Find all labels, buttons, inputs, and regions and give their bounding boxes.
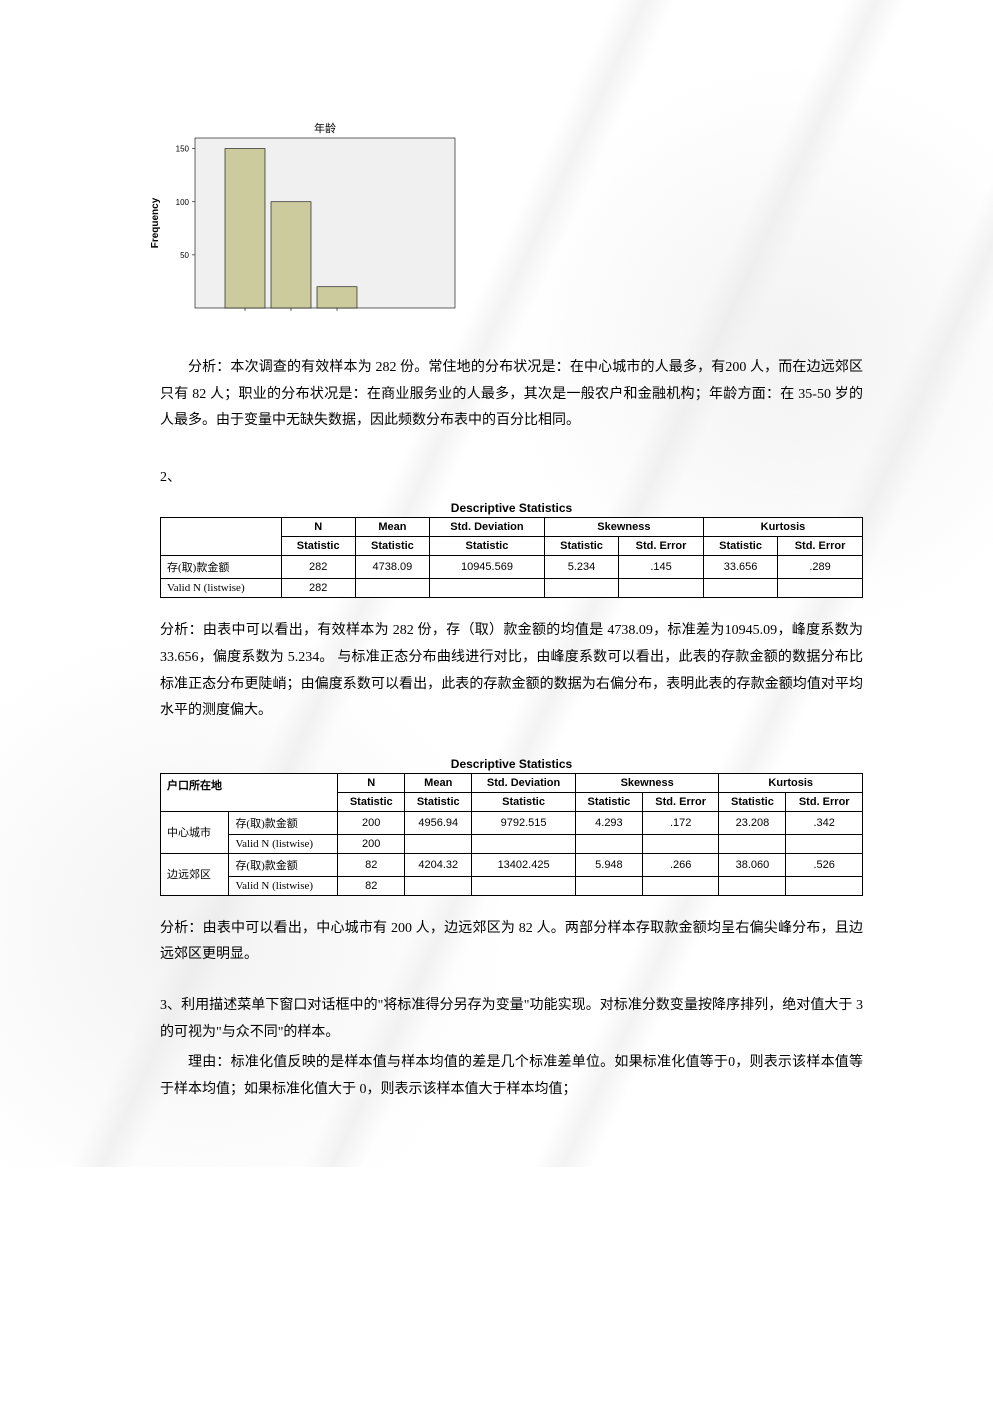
section-2-label: 2、 [160,465,863,492]
age-bar-chart: 年龄 50 100 150 Frequency [140,120,863,345]
svg-text:年龄: 年龄 [314,121,336,135]
table1-title: Descriptive Statistics [160,501,863,515]
analysis-paragraph-2: 分析：由表中可以看出，有效样本为 282 份，存（取）款金额的均值是 4738.… [160,618,863,724]
svg-text:100: 100 [176,198,190,207]
descriptive-stats-table-2: 户口所在地NMeanStd. DeviationSkewnessKurtosis… [160,773,863,896]
svg-text:150: 150 [176,145,190,154]
table2-title: Descriptive Statistics [160,757,863,771]
descriptive-stats-table-1: NMeanStd. DeviationSkewnessKurtosisStati… [160,517,863,598]
svg-text:50: 50 [180,251,189,260]
section-3-paragraph-a: 3、利用描述菜单下窗口对话框中的"将标准得分另存为变量"功能实现。对标准分数变量… [160,993,863,1046]
analysis-paragraph-3: 分析：由表中可以看出，中心城市有 200 人，边远郊区为 82 人。两部分样本存… [160,916,863,969]
svg-text:Frequency: Frequency [150,197,161,248]
analysis-paragraph-1: 分析：本次调查的有效样本为 282 份。常住地的分布状况是：在中心城市的人最多，… [160,355,863,435]
section-3-paragraph-b: 理由：标准化值反映的是样本值与样本均值的差是几个标准差单位。如果标准化值等于0，… [160,1050,863,1103]
